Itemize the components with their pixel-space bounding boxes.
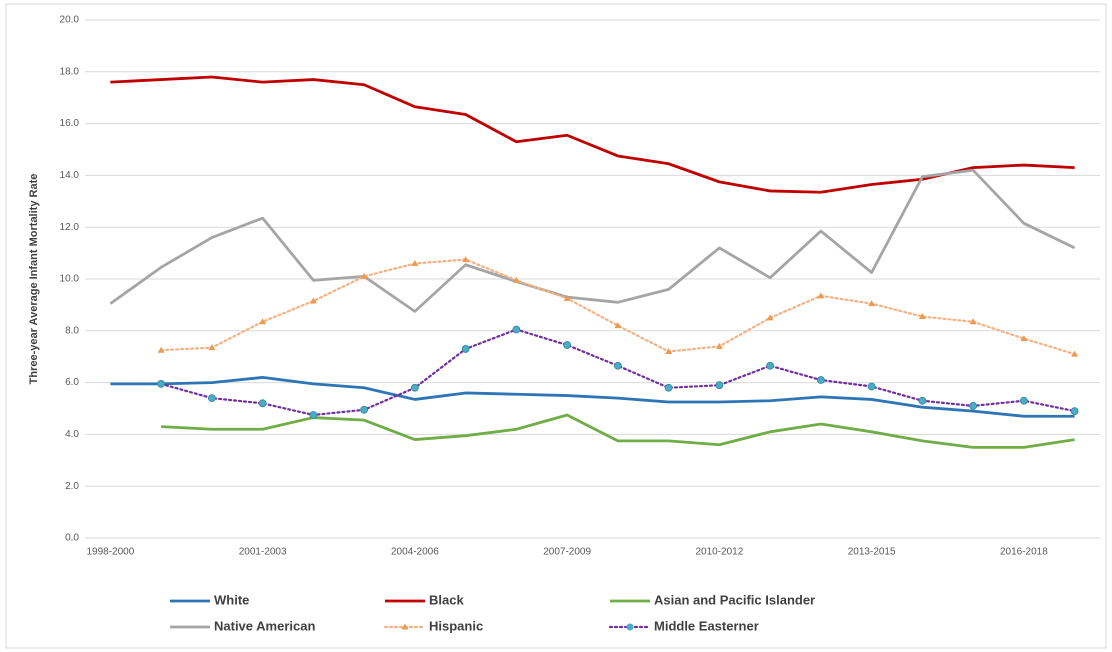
marker	[563, 341, 572, 349]
marker	[918, 313, 926, 320]
marker	[207, 394, 216, 403]
marker	[766, 314, 774, 321]
marker	[665, 348, 673, 355]
legend-marker	[401, 623, 409, 630]
marker	[461, 345, 470, 353]
y-tick-label: 6.0	[65, 377, 79, 388]
marker	[157, 379, 166, 388]
marker	[512, 276, 520, 283]
marker	[715, 342, 723, 349]
x-tick-label: 2016-2018	[1000, 547, 1048, 558]
marker	[208, 344, 216, 351]
marker	[411, 259, 419, 266]
legend-label: Middle Easterner	[654, 618, 759, 633]
marker	[969, 402, 978, 410]
marker	[766, 361, 775, 370]
y-tick-label: 16.0	[60, 118, 80, 129]
y-axis-title: Three-year Average Infant Mortality Rate	[28, 174, 40, 385]
marker	[1070, 407, 1079, 415]
x-tick-label: 2010-2012	[695, 547, 743, 558]
x-tick-label: 2001-2003	[239, 547, 287, 558]
marker	[309, 297, 317, 304]
marker	[1020, 335, 1028, 342]
y-tick-label: 14.0	[60, 170, 80, 181]
marker	[512, 325, 521, 334]
marker	[410, 383, 419, 392]
chart-border	[5, 3, 1107, 649]
x-tick-label: 2013-2015	[848, 547, 896, 558]
marker	[563, 294, 571, 301]
y-tick-label: 8.0	[65, 325, 79, 336]
marker	[613, 361, 622, 370]
series-line	[160, 328, 1076, 417]
marker	[360, 405, 369, 414]
marker	[918, 396, 927, 405]
y-tick-label: 20.0	[60, 15, 80, 26]
legend-label: Native American	[214, 618, 315, 633]
marker	[867, 382, 876, 391]
series-line	[109, 168, 1076, 313]
marker	[360, 272, 368, 279]
series-line	[110, 75, 1075, 194]
marker	[1071, 350, 1079, 357]
marker	[868, 300, 876, 307]
y-tick-label: 10.0	[60, 274, 80, 285]
legend-label: Black	[429, 592, 464, 607]
series-line	[160, 258, 1076, 356]
marker	[969, 318, 977, 325]
y-tick-label: 18.0	[60, 66, 80, 77]
marker	[664, 383, 673, 392]
marker	[614, 322, 622, 329]
legend-label: White	[214, 592, 249, 607]
legend-label: Asian and Pacific Islander	[654, 592, 815, 607]
legend-label: Hispanic	[429, 618, 483, 633]
marker	[258, 399, 267, 408]
marker	[157, 346, 165, 353]
marker	[715, 381, 724, 390]
series-line	[161, 413, 1075, 449]
marker	[1019, 396, 1028, 405]
marker	[259, 318, 267, 325]
x-tick-label: 2004-2006	[391, 547, 439, 558]
y-tick-label: 0.0	[65, 533, 79, 544]
x-tick-label: 2007-2009	[543, 547, 591, 558]
legend-marker	[626, 623, 634, 631]
y-tick-label: 4.0	[65, 429, 79, 440]
y-tick-label: 12.0	[60, 222, 80, 233]
marker	[817, 292, 825, 299]
x-tick-label: 1998-2000	[86, 547, 134, 558]
marker	[462, 256, 470, 263]
marker	[816, 376, 825, 384]
series-line	[110, 376, 1075, 418]
marker	[309, 411, 318, 419]
y-tick-label: 2.0	[65, 481, 79, 492]
